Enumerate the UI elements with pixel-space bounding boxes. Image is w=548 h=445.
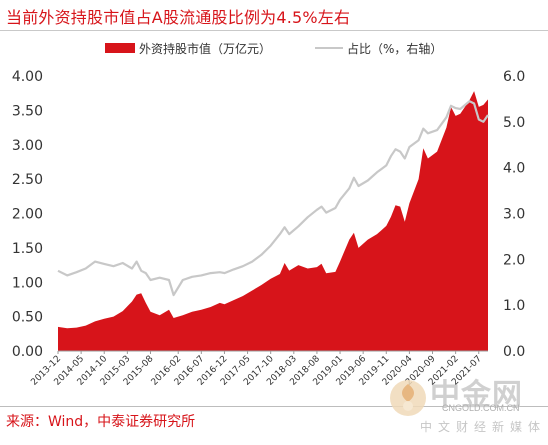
source-note: 来源：Wind，中泰证券研究所 — [6, 414, 196, 430]
y-left-tick-label: 4.00 — [12, 69, 43, 85]
y-left-tick-label: 0.00 — [12, 344, 43, 360]
legend-swatch-market-value — [105, 43, 135, 53]
y-left-tick-label: 0.50 — [12, 310, 43, 326]
watermark-name: 中金网 — [430, 378, 523, 413]
y-left-tick-label: 2.50 — [12, 172, 43, 188]
title-divider — [0, 30, 548, 31]
chart-title: 当前外资持股市值占A股流通股比例为4.5%左右 — [6, 8, 351, 27]
y-right-tick-label: 0.0 — [503, 344, 525, 360]
legend-label-share: 占比（%，右轴） — [347, 41, 442, 56]
area-series-market-value — [58, 91, 488, 351]
watermark-site: CNGOLD.COM.CN — [442, 403, 520, 413]
y-left-tick-label: 1.00 — [12, 275, 43, 291]
y-right-tick-label: 3.0 — [503, 207, 525, 223]
y-right-tick-label: 5.0 — [503, 115, 525, 131]
legend-label-market-value: 外资持股市值（万亿元） — [139, 41, 271, 56]
y-left-tick-label: 1.50 — [12, 241, 43, 257]
y-left-tick-label: 3.50 — [12, 103, 43, 119]
y-left-tick-label: 2.00 — [12, 207, 43, 223]
watermark-logo-icon — [390, 380, 426, 416]
y-left-tick-label: 3.00 — [12, 138, 43, 154]
chart-legend: 外资持股市值（万亿元） 占比（%，右轴） — [105, 41, 442, 56]
y-right-tick-label: 6.0 — [503, 69, 525, 85]
footer-divider — [0, 406, 548, 407]
line-series-share — [57, 100, 489, 297]
watermark-tagline: 中文财经新媒体 — [420, 420, 547, 434]
y-right-tick-label: 2.0 — [503, 252, 525, 268]
y-right-tick-label: 4.0 — [503, 161, 525, 177]
y-right-tick-label: 1.0 — [503, 298, 525, 314]
plot-area: 0.00 0.50 1.00 1.50 2.00 2.50 3.00 3.50 4.00 0.0 1… — [12, 69, 525, 388]
